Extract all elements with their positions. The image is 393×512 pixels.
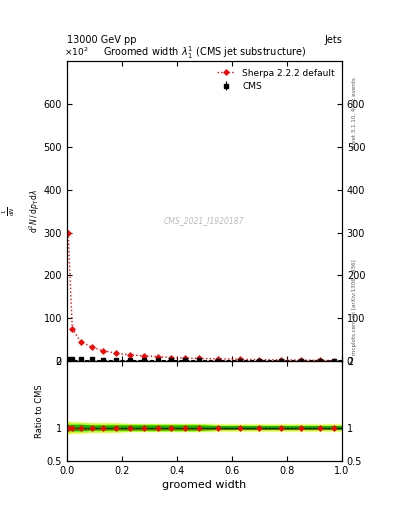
Sherpa 2.2.2 default — [298, 357, 303, 363]
Sherpa 2.2.2 default — [141, 353, 146, 359]
Sherpa 2.2.2 default — [169, 354, 174, 360]
Sherpa 2.2.2 default — [100, 348, 105, 354]
Sherpa 2.2.2 default — [70, 326, 75, 332]
Sherpa 2.2.2 default — [183, 355, 187, 361]
Sherpa 2.2.2 default — [331, 357, 336, 364]
Title: Groomed width $\lambda_1^1$ (CMS jet substructure): Groomed width $\lambda_1^1$ (CMS jet sub… — [103, 45, 306, 61]
X-axis label: groomed width: groomed width — [162, 480, 246, 490]
Text: 13000 GeV pp: 13000 GeV pp — [67, 35, 136, 45]
Sherpa 2.2.2 default — [155, 354, 160, 360]
Sherpa 2.2.2 default — [216, 356, 220, 362]
Y-axis label: $\frac{1}{\mathrm{d}N}$
$\mathrm{d}^2N\,/\,\mathrm{d}p_\mathrm{T}\,\mathrm{d}\la: $\frac{1}{\mathrm{d}N}$ $\mathrm{d}^2N\,… — [1, 189, 42, 233]
Y-axis label: Ratio to CMS: Ratio to CMS — [35, 384, 44, 438]
Legend: Sherpa 2.2.2 default, CMS: Sherpa 2.2.2 default, CMS — [214, 66, 338, 94]
Sherpa 2.2.2 default — [114, 350, 119, 356]
Sherpa 2.2.2 default — [196, 355, 201, 361]
Sherpa 2.2.2 default — [318, 357, 322, 364]
Text: CMS_2021_I1920187: CMS_2021_I1920187 — [164, 216, 244, 225]
Sherpa 2.2.2 default — [257, 356, 262, 362]
Sherpa 2.2.2 default — [279, 357, 284, 363]
Sherpa 2.2.2 default — [78, 338, 83, 345]
Sherpa 2.2.2 default — [66, 229, 71, 236]
Line: Sherpa 2.2.2 default: Sherpa 2.2.2 default — [66, 230, 336, 362]
Sherpa 2.2.2 default — [128, 352, 132, 358]
Text: Rivet 3.1.10, 400k events: Rivet 3.1.10, 400k events — [352, 77, 357, 148]
Sherpa 2.2.2 default — [89, 344, 94, 350]
Text: $\times10^2$: $\times10^2$ — [64, 46, 88, 58]
Sherpa 2.2.2 default — [238, 356, 242, 362]
Text: mcplots.cern.ch [arXiv:1306.3436]: mcplots.cern.ch [arXiv:1306.3436] — [352, 260, 357, 355]
Text: Jets: Jets — [324, 35, 342, 45]
